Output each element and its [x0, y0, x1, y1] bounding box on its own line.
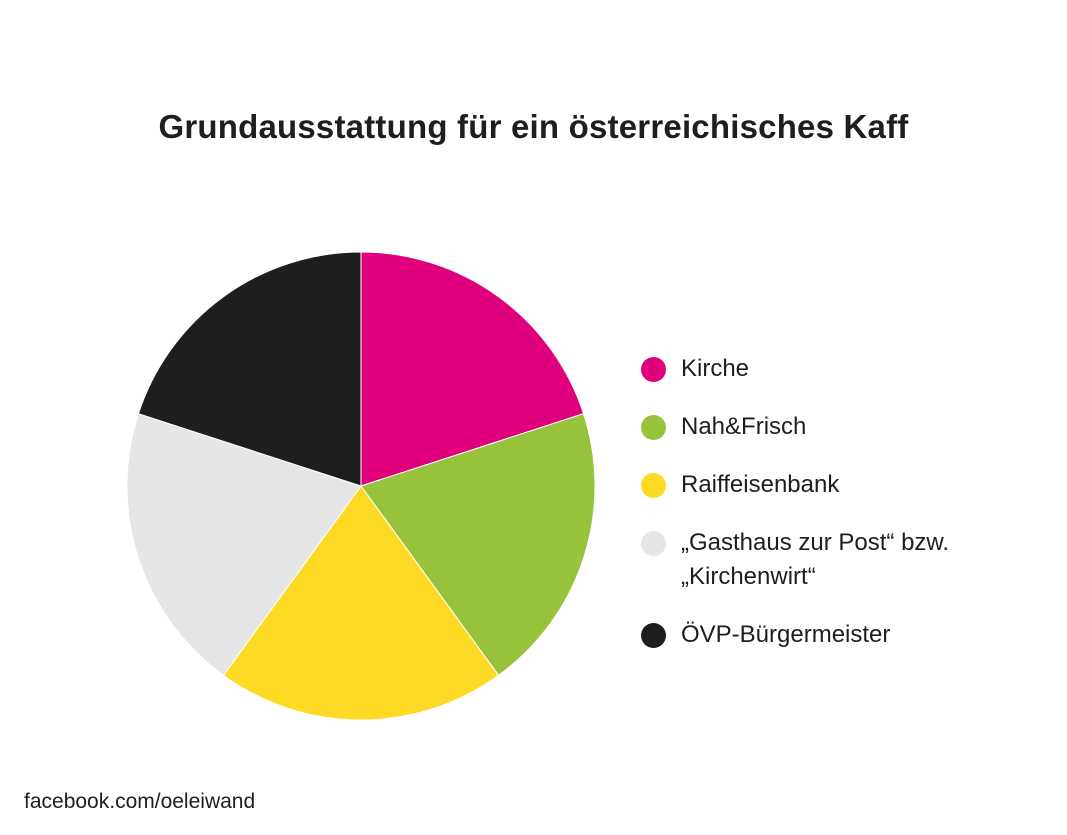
source-credit: facebook.com/oeleiwand: [24, 790, 256, 813]
legend-label: „Gasthaus zur Post“ bzw. „Kirchenwirt“: [681, 529, 950, 590]
pie-slice-3: [126, 413, 362, 677]
legend-swatch: [641, 415, 666, 440]
legend-swatch: [641, 473, 666, 498]
legend-item: ÖVP-Bürgermeister: [641, 618, 1061, 652]
legend-label: Kirche: [681, 355, 750, 382]
pie-slice-0: [360, 251, 585, 487]
legend-label: Raiffeisenbank: [681, 471, 840, 498]
chart-title: Grundausstattung für ein österreichische…: [158, 108, 909, 145]
legend-swatch: [641, 531, 666, 556]
legend-item: „Gasthaus zur Post“ bzw. „Kirchenwirt“: [641, 526, 1061, 594]
legend-item: Raiffeisenbank: [641, 468, 1061, 502]
legend-item: Nah&Frisch: [641, 410, 1061, 444]
chart-legend: Kirche Nah&Frisch Raiffeisenbank „Gasthaus …: [641, 352, 1061, 676]
legend-label: ÖVP-Bürgermeister: [681, 621, 891, 648]
pie-slice-4: [137, 251, 362, 487]
pie-slice-2: [222, 485, 500, 721]
pie-slice-1: [360, 413, 596, 677]
legend-label: Nah&Frisch: [681, 413, 807, 440]
legend-item: Kirche: [641, 352, 1061, 386]
legend-swatch: [641, 357, 666, 382]
legend-swatch: [641, 623, 666, 648]
